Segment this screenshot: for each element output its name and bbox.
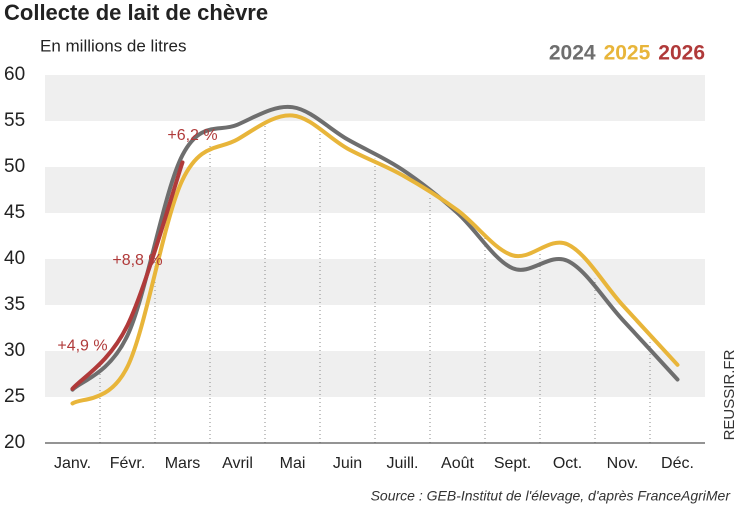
x-tick-label: Févr. [110,455,146,472]
y-tick-label: 50 [4,156,25,177]
y-tick-label: 35 [4,294,25,315]
annotation: +6,2 % [167,127,217,144]
x-tick-label: Déc. [661,455,694,472]
series-line [70,113,680,406]
x-tick-label: Juill. [386,455,418,472]
legend-label: 2025 [604,42,651,65]
x-tick-label: Mai [280,455,306,472]
x-tick-label: Juin [333,455,362,472]
y-tick-label: 20 [4,432,25,453]
chart-subtitle: En millions de litres [40,36,186,55]
series-line [70,160,185,391]
credit: REUSSIR.FR [721,349,738,440]
x-tick-label: Avril [222,455,253,472]
x-tick-label: Mars [165,455,201,472]
x-tick-label: Janv. [54,455,91,472]
annotation: +4,9 % [57,338,107,355]
legend-label: 2024 [549,42,596,65]
y-tick-label: 25 [4,386,25,407]
source: Source : GEB-Institut de l'élevage, d'ap… [371,488,732,504]
annotation: +8,8 % [112,252,162,269]
y-tick-label: 45 [4,202,25,223]
y-tick-label: 30 [4,340,25,361]
x-tick-label: Sept. [494,455,531,472]
chart-title: Collecte de lait de chèvre [4,0,268,25]
grid-band [45,75,705,121]
x-tick-label: Août [441,455,474,472]
legend-label: 2026 [658,42,705,65]
x-tick-label: Nov. [607,455,639,472]
series-line [70,104,680,392]
x-tick-label: Oct. [553,455,582,472]
y-tick-label: 40 [4,248,25,269]
y-tick-label: 60 [4,64,25,85]
y-tick-label: 55 [4,110,25,131]
